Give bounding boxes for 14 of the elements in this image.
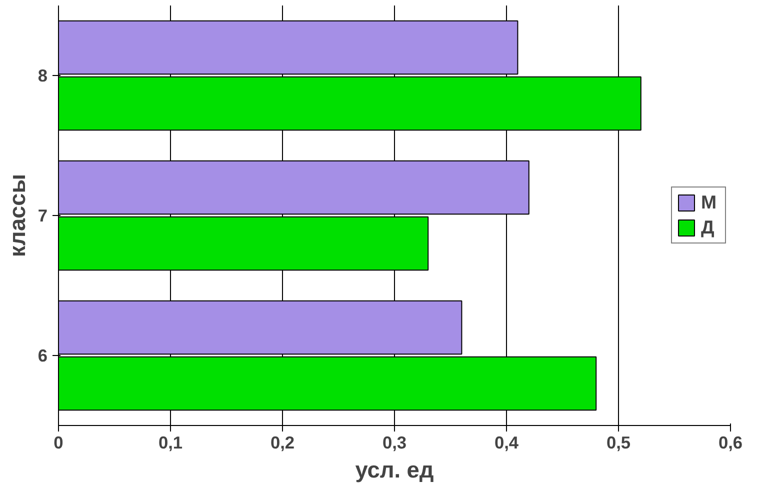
x-axis-title: усл. ед [355,456,434,482]
x-tick-label: 0,4 [494,432,519,452]
legend-label: Д [701,216,716,238]
x-tick-label: 0,6 [718,432,743,452]
y-axis-title: классы [4,174,30,258]
x-tick-label: 0,1 [158,432,183,452]
y-tick-label: 6 [38,346,48,366]
legend-label: М [701,192,718,214]
x-tick-label: 0,3 [382,432,407,452]
x-tick-label: 0 [54,432,64,452]
y-tick-label: 8 [38,66,48,86]
y-tick-label: 7 [38,206,48,226]
x-tick-label: 0,5 [606,432,631,452]
x-tick-label: 0,2 [270,432,295,452]
